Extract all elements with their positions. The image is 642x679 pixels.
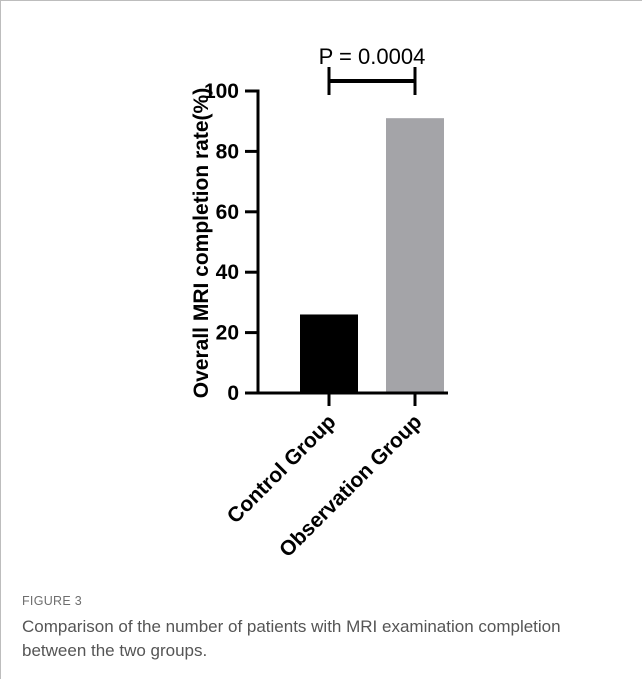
figure-caption: Comparison of the number of patients wit…	[22, 617, 561, 660]
p-value-label: P = 0.0004	[319, 44, 426, 69]
figure-label: FIGURE 3	[22, 594, 83, 608]
bar-control-group	[300, 314, 358, 393]
y-axis-title: Overall MRI completion rate(%)	[190, 88, 213, 398]
y-tick-label-100: 100	[204, 80, 239, 103]
x-tick-label-observation-group: Observation Group	[275, 410, 427, 562]
y-tick-label-20: 20	[216, 322, 239, 345]
y-tick-label-80: 80	[216, 140, 239, 163]
y-tick-label-0: 0	[227, 382, 239, 405]
bar-observation-group	[386, 118, 444, 394]
y-tick-label-40: 40	[216, 261, 239, 284]
y-tick-label-60: 60	[216, 201, 239, 224]
